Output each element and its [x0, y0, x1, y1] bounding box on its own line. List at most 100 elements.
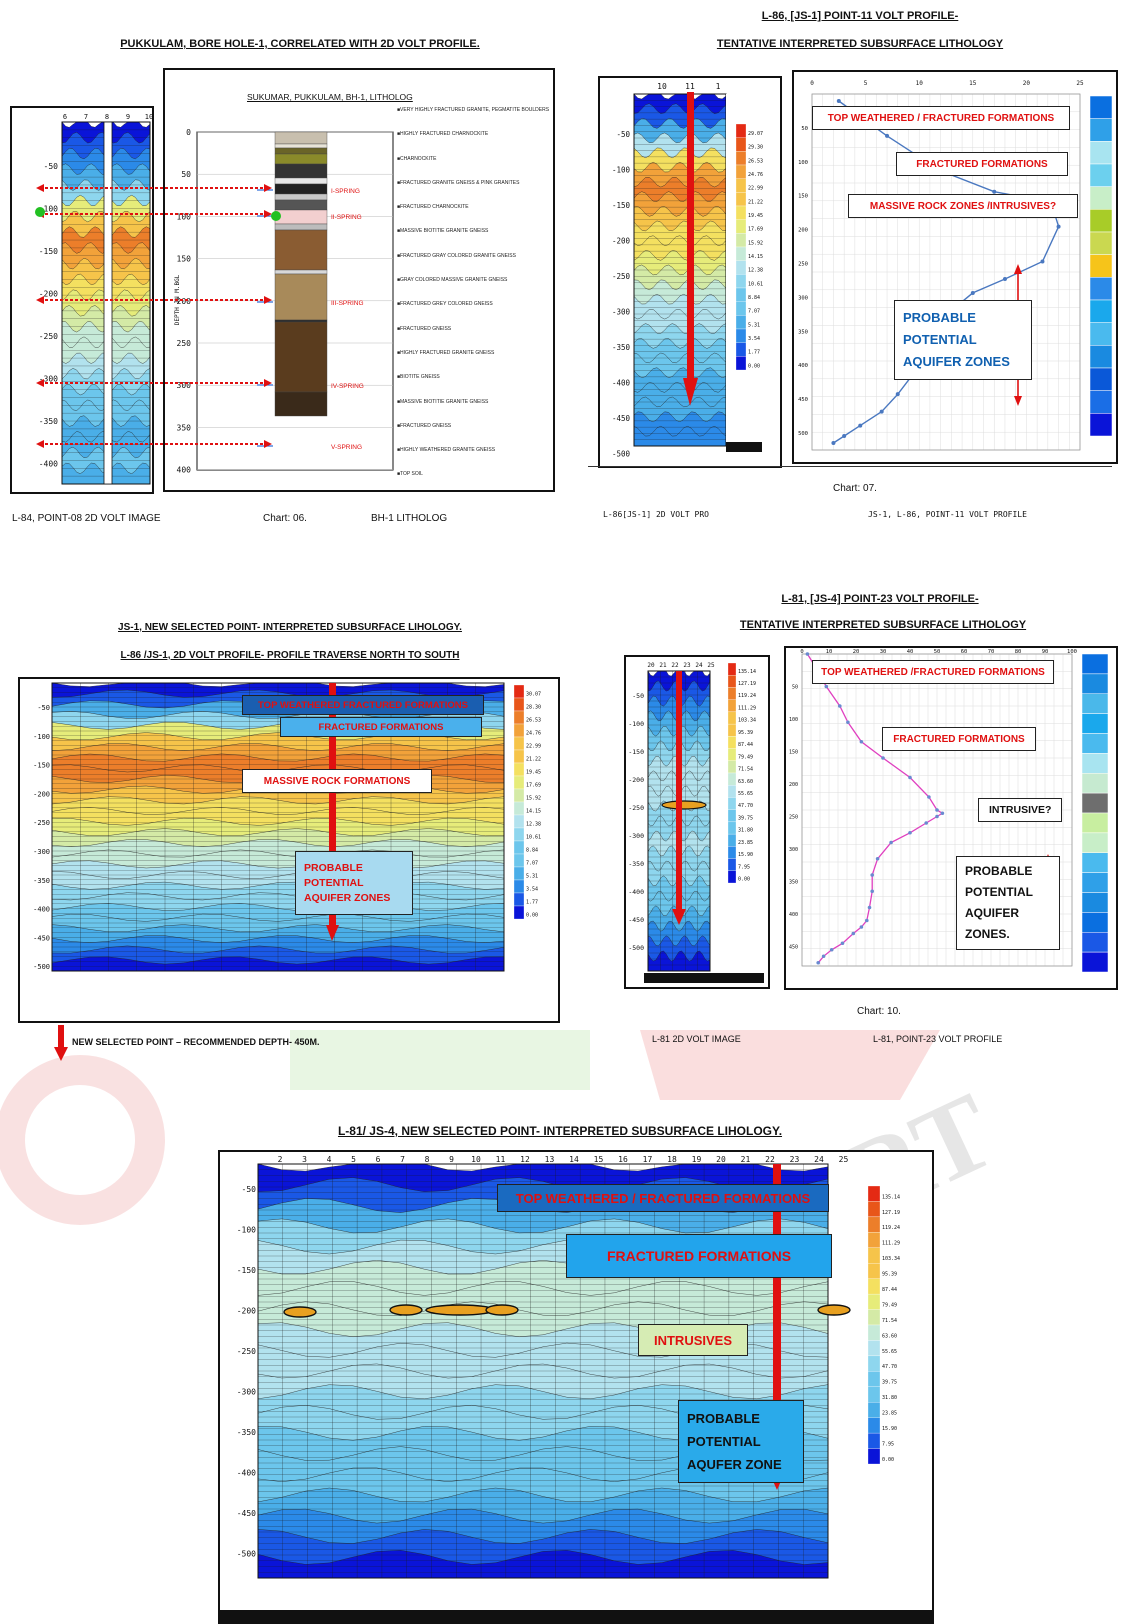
fig5-scale-label: 119.24: [882, 1225, 900, 1231]
fig5-intrusive-anomaly: [425, 1304, 495, 1316]
fig2-volt-svg: -50 -100 -150 -200 -250 -300 -350 -400 -450 -500 1…: [612, 82, 763, 459]
fig2-tick-x: 1: [716, 82, 721, 91]
fig4-title-line2: TENTATIVE INTERPRETED SUBSURFACE LITHOLO…: [739, 619, 1027, 631]
fig4-profile-point: [870, 873, 874, 877]
fig5-scale-swatch: [867, 1263, 881, 1279]
fig4-intrusive-anomaly: [661, 800, 707, 810]
arrow-head-right: [264, 296, 272, 304]
fig4-label-top: TOP WEATHERED /FRACTURED FORMATIONS: [812, 660, 1054, 684]
fig3-scale-label: 0.00: [526, 912, 538, 918]
fig4-px-tick: 0: [800, 649, 803, 655]
fig3-label-massive: MASSIVE ROCK FORMATIONS: [242, 769, 432, 793]
fig4-scale-swatch: [727, 662, 737, 676]
fig5-tick-x: 25: [839, 1155, 849, 1164]
fig1-ticks-y: -50 -100 -150 -200 -250 -300 -350 -400: [39, 162, 58, 469]
fig4-profile-point: [805, 652, 810, 656]
fig2-px-tick: 20: [1023, 80, 1031, 87]
fig2-scale-swatch: [735, 274, 747, 289]
fig4-scale-label: 23.85: [738, 840, 753, 846]
fig4-scale-swatch: [727, 858, 737, 871]
fig3-scale-label: 21.22: [526, 756, 541, 762]
fig5-tick-y: -450: [237, 1509, 256, 1518]
fig2-profile-point: [842, 434, 847, 439]
fig2-scale-label: 24.76: [748, 172, 763, 178]
fig4-profile-point: [824, 684, 829, 689]
fig3-tick-x: 11: [328, 679, 336, 680]
fig2-scale-swatch: [735, 219, 747, 234]
fig3-tick-x: 8: [246, 679, 250, 680]
contour-field: [633, 93, 727, 447]
fig4-profile-point: [840, 941, 845, 946]
fig3-scale-swatch: [513, 853, 525, 868]
fig3-title-line1: JS-1, NEW SELECTED POINT- INTERPRETED SU…: [118, 622, 462, 633]
spring-label: V-SPRING: [331, 444, 362, 451]
fig2-profile-point: [992, 189, 997, 194]
fig4-aquifer-line1: PROBABLE: [965, 864, 1033, 878]
legend-item: ■FRACTURED GNEISS: [397, 325, 452, 332]
fig3-note: NEW SELECTED POINT – RECOMMENDED DEPTH- …: [72, 1037, 320, 1047]
fig4-profile-point: [908, 830, 912, 835]
fig5-tick-x: 19: [692, 1155, 702, 1164]
fig5-scale-swatch: [867, 1247, 881, 1264]
fig5-scale-label: 95.39: [882, 1272, 897, 1278]
fig5-scale-label: 0.00: [882, 1457, 894, 1463]
fig3-scale-label: 14.15: [526, 808, 541, 814]
fig2-scale-swatch: [735, 315, 747, 330]
fig5-label-intrusive: INTRUSIVES: [638, 1324, 748, 1356]
fig4-px-tick: 70: [988, 649, 995, 655]
fig2-py-tick: 500: [798, 431, 808, 437]
fig5-scale-swatch: [867, 1371, 881, 1387]
fig2-tick-y: -450: [612, 414, 631, 423]
fig2-scale-label: 14.15: [748, 254, 763, 260]
arrow-head-left: [36, 440, 44, 448]
fig5-scale-swatch: [867, 1402, 881, 1418]
fig4-profile-point: [838, 704, 842, 708]
fig4-tick-y: -450: [628, 916, 644, 924]
fig1-tick-x: 9: [126, 113, 130, 121]
fig2-aquifer-line2: POTENTIAL: [903, 332, 977, 347]
fig4-profile-point: [846, 720, 850, 725]
fig4-scale-label: 79.49: [738, 754, 753, 760]
fig3-tick-x: 9: [274, 679, 278, 680]
fig5-label-aquifer: PROBABLE POTENTIAL AQUFER ZONE: [678, 1400, 804, 1483]
fig3-scale-label: 22.99: [526, 743, 541, 749]
fig3-tick-x: 14: [413, 679, 421, 680]
fig4-scale-swatch: [727, 699, 737, 713]
fig2-scale-label: 26.53: [748, 158, 763, 164]
fig2-py-tick: 200: [798, 228, 808, 234]
fig5-tick-y: -500: [237, 1550, 256, 1559]
fig4-py-tick: 450: [789, 945, 798, 951]
fig3-label-fractured: FRACTURED FORMATIONS: [280, 717, 482, 737]
litholog-title: SUKUMAR, PUKKULAM, BH-1, LITHOLOG: [247, 92, 413, 102]
fig5-scale-label: 15.90: [882, 1426, 897, 1432]
fig4-lithology-strip: [1081, 773, 1109, 794]
lithology-layer: [274, 391, 328, 417]
fig5-scale-label: 47.70: [882, 1364, 897, 1370]
fig2-scale-label: 15.92: [748, 240, 763, 246]
fig5-tick-x: 5: [351, 1155, 356, 1164]
fig4-profile-line: [806, 653, 944, 964]
fig5-tick-x: 6: [376, 1155, 381, 1164]
fig4-tick-y: -300: [628, 832, 644, 840]
fig2-lithology-strip: [1089, 299, 1113, 323]
fig4-title-line1: L-81, [JS-4] POINT-23 VOLT PROFILE-: [781, 593, 979, 605]
fig4-profile-point: [875, 856, 880, 861]
fig4-profile-panel: 0 10 20 30 40 50 60 70 80 90 100 50 100 150 200 250 300 3…: [784, 646, 1118, 990]
spring-label: I-SPRING: [331, 188, 360, 195]
arrow-head-right: [264, 210, 272, 218]
fig4-scale-swatch: [727, 723, 737, 737]
fig5-scale-label: 71.54: [882, 1318, 897, 1324]
fig2-profile-point: [879, 409, 884, 414]
fig2-scale-label: 5.31: [748, 322, 760, 328]
fig3-scale-label: 10.61: [526, 834, 541, 840]
legend-item: ■BIOTITE GNEISS: [397, 374, 440, 381]
fig2-tick-y: -400: [612, 379, 631, 388]
fig4-tick-x: 24: [695, 662, 703, 669]
fig2-caption-left: L-86[JS-1] 2D VOLT PRO: [603, 510, 709, 519]
depth-tick: 0: [186, 128, 191, 137]
fig3-scale-label: 12.38: [526, 821, 541, 827]
fig5-volt-svg: 2 3 4 5 6 7 8 9 10 11 12 13 14 15 16 17 18 19 20 21 22 23 24 25…: [237, 1155, 900, 1579]
fig2-profile-point: [858, 423, 863, 428]
legend-item: ■FRACTURED GRANITE GNEISS & PINK GRANITE…: [397, 179, 520, 186]
fig1-tick-x: 8: [105, 113, 109, 121]
